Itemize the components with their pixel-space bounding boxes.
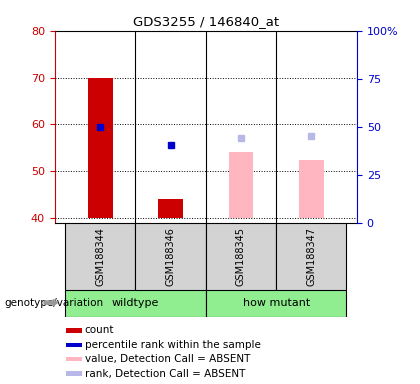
Text: GSM188346: GSM188346	[165, 227, 176, 286]
Bar	[65, 223, 136, 290]
Text: rank, Detection Call = ABSENT: rank, Detection Call = ABSENT	[85, 369, 245, 379]
Text: GSM188347: GSM188347	[306, 227, 316, 286]
Bar	[228, 152, 253, 218]
Text: value, Detection Call = ABSENT: value, Detection Call = ABSENT	[85, 354, 250, 364]
Text: percentile rank within the sample: percentile rank within the sample	[85, 340, 261, 350]
Bar	[66, 357, 82, 361]
Bar	[276, 223, 346, 290]
Bar	[158, 199, 183, 218]
Title: GDS3255 / 146840_at: GDS3255 / 146840_at	[133, 15, 279, 28]
Bar	[299, 159, 323, 218]
Bar	[66, 343, 82, 347]
Text: count: count	[85, 326, 114, 336]
Bar	[206, 290, 346, 317]
Text: wildtype: wildtype	[112, 298, 159, 308]
Text: how mutant: how mutant	[242, 298, 310, 308]
Bar	[66, 371, 82, 376]
Bar	[136, 223, 206, 290]
Text: genotype/variation: genotype/variation	[4, 298, 103, 308]
Text: GSM188345: GSM188345	[236, 227, 246, 286]
Text: GSM188344: GSM188344	[95, 227, 105, 286]
Bar	[66, 328, 82, 333]
Bar	[88, 78, 113, 218]
Bar	[206, 223, 276, 290]
Bar	[65, 290, 206, 317]
